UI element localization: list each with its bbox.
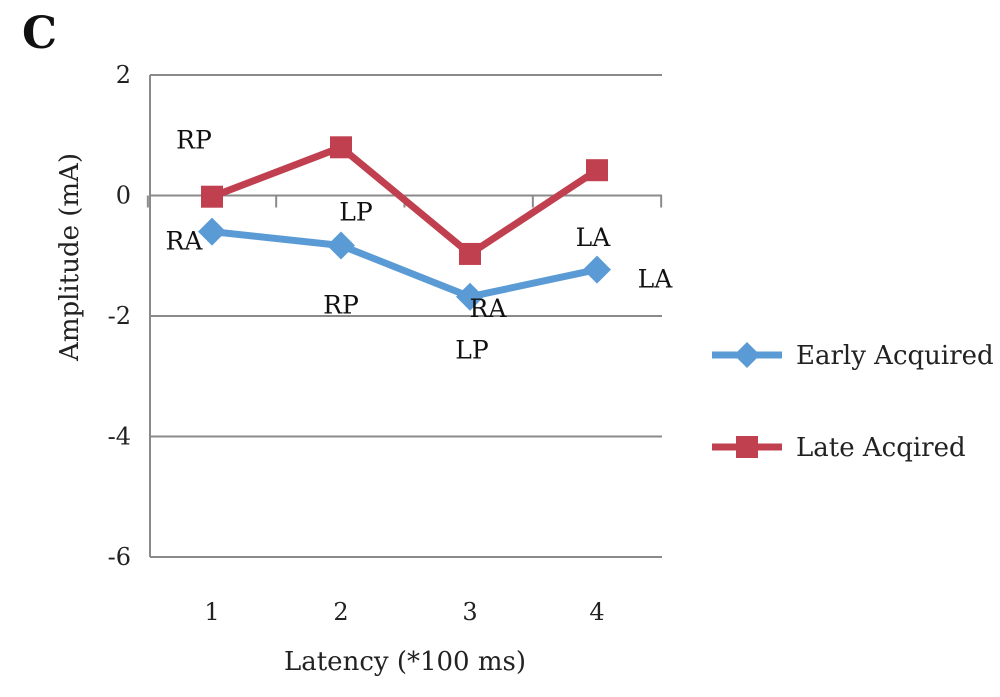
x-tick-label: 1 [204,598,219,626]
x-axis-title: Latency (*100 ms) [284,647,526,677]
legend-swatch-marker [736,436,758,458]
point-label: RP [323,291,359,320]
point-annotations: RA RP LP LA RP LP RA LA [166,126,674,365]
data-point [330,136,352,159]
point-label: RA [166,227,204,256]
point-label: LA [576,223,612,252]
data-point [586,159,608,182]
legend: Early Acquired Late Acqired [712,341,994,463]
grid [150,74,662,558]
legend-label: Late Acqired [796,433,966,463]
x-tick-label: 2 [333,598,348,626]
axes: 2 0 -2 -4 -6 1 2 3 4 [108,61,663,626]
point-label: LA [638,265,674,294]
panel-label: C [22,8,57,59]
series [198,136,611,311]
x-tick-label: 3 [462,598,477,626]
point-label: RP [176,126,212,155]
data-point [456,282,484,311]
x-tick-label: 4 [589,598,604,626]
data-point [198,217,226,246]
y-tick-label: -4 [108,423,131,451]
legend-swatch-marker [734,342,760,368]
point-label: LP [455,336,488,365]
data-point [583,255,611,284]
series-line [211,228,598,301]
y-axis-title: Amplitude (mA) [55,153,85,362]
data-point [459,242,481,265]
series-line [210,143,599,258]
point-label: LP [339,197,372,226]
point-label: RA [470,294,508,323]
data-point [327,231,355,260]
y-tick-label: -6 [108,543,131,571]
y-tick-label: 0 [116,182,131,210]
y-tick-label: -2 [108,302,131,330]
data-point [201,185,223,208]
legend-label: Early Acquired [796,341,994,371]
y-tick-label: 2 [116,61,131,89]
